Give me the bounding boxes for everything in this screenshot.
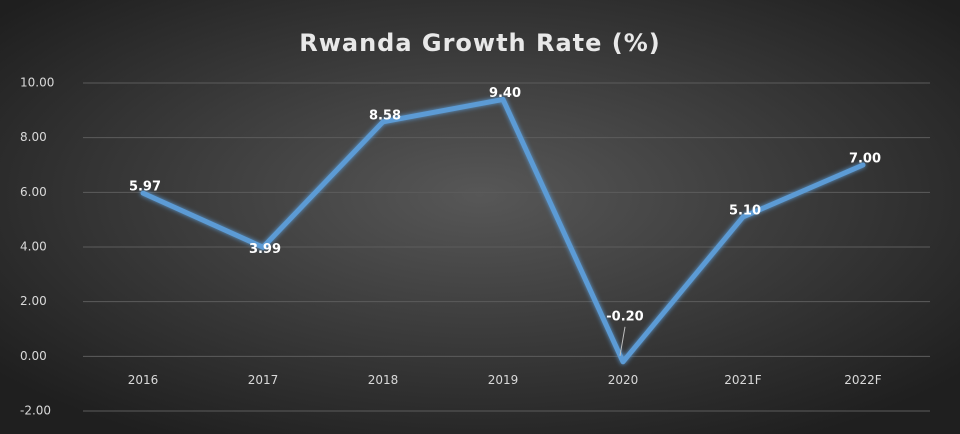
data-label: -0.20: [606, 309, 643, 324]
y-tick-label: 4.00: [20, 240, 47, 254]
data-label: 9.40: [489, 86, 521, 101]
data-label: 3.99: [249, 242, 281, 257]
data-label: 5.97: [129, 180, 161, 195]
x-tick-label: 2019: [488, 373, 519, 387]
chart-title: Rwanda Growth Rate (%): [299, 29, 661, 57]
x-tick-label: 2020: [608, 373, 639, 387]
data-label: 5.10: [729, 203, 761, 218]
x-tick-label: 2017: [248, 373, 279, 387]
y-tick-label: -2.00: [20, 404, 51, 418]
leader-line: [619, 326, 626, 356]
data-label: 8.58: [369, 108, 401, 123]
x-tick-label: 2018: [368, 373, 399, 387]
grid: -2.00 0.00 2.00 4.00 6.00 8.00 10.00: [20, 76, 930, 418]
y-tick-label: 6.00: [20, 185, 47, 199]
y-tick-label: 2.00: [20, 294, 47, 308]
x-tick-label: 2016: [128, 373, 159, 387]
line: [140, 96, 866, 365]
x-tick-label: 2022F: [844, 373, 882, 387]
y-tick-label: 8.00: [20, 130, 47, 144]
y-tick-label: 10.00: [20, 76, 54, 90]
plot: 2016 2017 2018 2019 2020 2021F 2022F 5.97 3.99 8.…: [128, 86, 882, 387]
y-tick-label: 0.00: [20, 349, 47, 363]
data-label: 7.00: [849, 152, 881, 167]
x-tick-label: 2021F: [724, 373, 762, 387]
